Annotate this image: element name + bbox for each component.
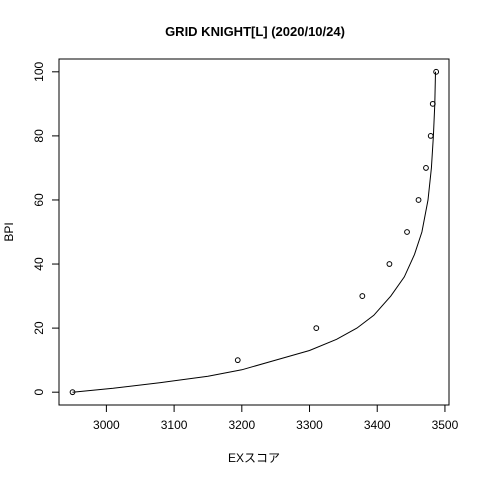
y-tick-label: 20 (32, 321, 46, 335)
y-tick-label: 80 (32, 129, 46, 143)
data-point (69, 389, 76, 396)
x-tick-label: 3300 (296, 418, 323, 432)
y-tick-label: 60 (32, 193, 46, 207)
chart-title: GRID KNIGHT[L] (2020/10/24) (165, 24, 345, 39)
data-point (234, 357, 241, 364)
data-point (404, 229, 410, 235)
x-tick-label: 3200 (228, 418, 255, 432)
data-points (69, 68, 440, 396)
y-axis: 0 20 40 60 80 100 (32, 61, 60, 396)
data-point (313, 325, 320, 332)
plot-frame (58, 58, 450, 406)
y-axis-label: BPI (2, 222, 16, 241)
data-point (359, 293, 366, 299)
y-tick-label: 40 (32, 257, 46, 271)
x-axis-label: EXスコア (228, 451, 280, 465)
x-tick-label: 3000 (93, 418, 120, 432)
x-tick-label: 3400 (364, 418, 391, 432)
data-point (433, 68, 440, 75)
y-tick-label: 100 (32, 61, 46, 81)
y-tick-label: 0 (32, 389, 46, 396)
data-point (415, 197, 422, 203)
data-point (386, 261, 393, 267)
data-point (429, 100, 436, 107)
bpi-curve (72, 71, 436, 393)
data-point (427, 132, 434, 139)
x-tick-label: 3100 (161, 418, 188, 432)
x-axis: 3000 3100 3200 3300 3400 3500 (93, 404, 459, 432)
data-point (423, 165, 429, 171)
x-tick-label: 3500 (432, 418, 459, 432)
